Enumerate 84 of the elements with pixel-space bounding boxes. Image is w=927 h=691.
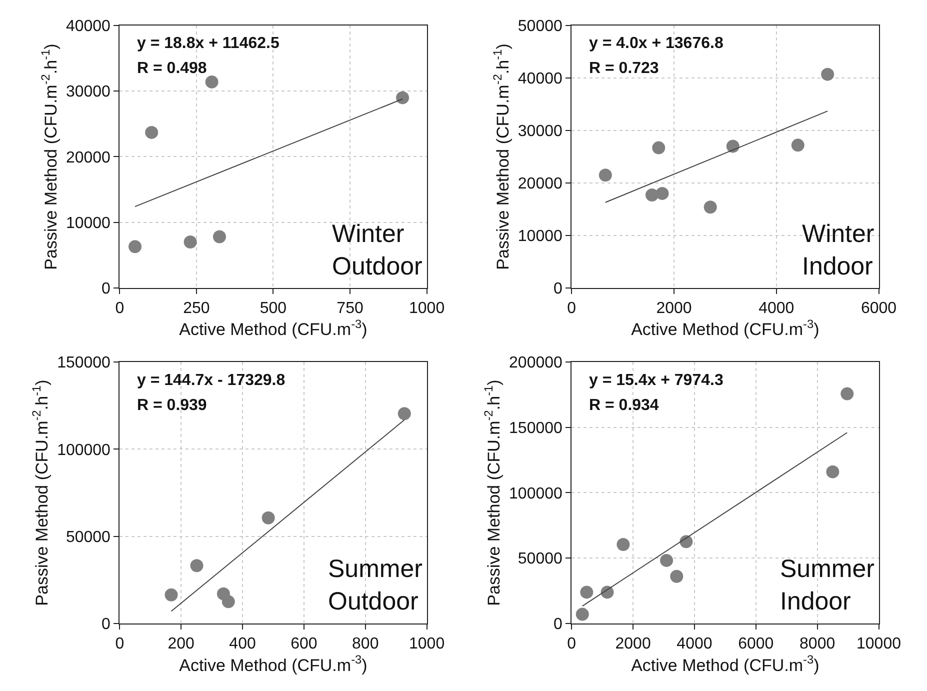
point bbox=[670, 570, 684, 583]
point bbox=[821, 68, 834, 81]
y-tick-label: 30000 bbox=[518, 123, 563, 140]
point bbox=[205, 75, 218, 88]
point bbox=[826, 465, 840, 478]
x-tick-label: 400 bbox=[229, 636, 256, 653]
point bbox=[791, 138, 804, 152]
x-tick-label: 0 bbox=[567, 300, 576, 318]
annotation: R = 0.723 bbox=[589, 60, 659, 77]
point bbox=[580, 586, 594, 599]
annotation: Summer Indoor bbox=[780, 555, 874, 616]
annotation: Winter Indoor bbox=[802, 220, 874, 280]
x-axis-title: Active Method (CFU.m$^{-3}$) bbox=[631, 317, 820, 340]
annotation: y = 15.4x + 7974.3 bbox=[589, 372, 724, 389]
x-tick-label: 200 bbox=[168, 636, 195, 653]
x-tick-label: 6000 bbox=[738, 636, 774, 653]
point bbox=[164, 588, 178, 602]
x-axis-title: Active Method (CFU.m$^{-3}$) bbox=[631, 652, 820, 675]
point bbox=[398, 407, 411, 420]
y-tick-label: 100000 bbox=[57, 442, 111, 459]
point bbox=[184, 236, 197, 248]
annotation: y = 4.0x + 13676.8 bbox=[589, 35, 724, 52]
point bbox=[616, 538, 630, 551]
x-tick-label: 0 bbox=[115, 300, 124, 318]
point bbox=[704, 200, 717, 214]
y-tick-label: 50000 bbox=[518, 550, 563, 568]
y-tick-label: 50000 bbox=[518, 18, 563, 36]
point bbox=[576, 608, 589, 621]
x-tick-label: 250 bbox=[183, 300, 210, 318]
x-tick-label: 10000 bbox=[856, 636, 902, 653]
point bbox=[212, 230, 226, 244]
x-tick-label: 2000 bbox=[656, 300, 692, 318]
point bbox=[680, 535, 693, 548]
x-tick-label: 500 bbox=[260, 300, 287, 318]
y-tick-label: 20000 bbox=[518, 176, 563, 193]
annotation: Summer Outdoor bbox=[328, 555, 422, 616]
x-tick-label: 600 bbox=[290, 636, 318, 653]
annotation: y = 18.8x + 11462.5 bbox=[137, 35, 280, 52]
point bbox=[660, 554, 674, 567]
y-tick-label: 30000 bbox=[66, 84, 111, 101]
point bbox=[598, 168, 612, 182]
x-tick-label: 6000 bbox=[860, 300, 897, 318]
point bbox=[652, 141, 666, 154]
y-tick-label: 10000 bbox=[518, 228, 563, 246]
x-axis-title: Active Method (CFU.m$^{-3}$) bbox=[179, 652, 368, 675]
y-tick-label: 100000 bbox=[509, 485, 563, 502]
y-tick-label: 10000 bbox=[66, 214, 111, 232]
x-tick-label: 4000 bbox=[758, 300, 794, 318]
x-axis-title: Active Method (CFU.m$^{-3}$) bbox=[179, 317, 368, 340]
point bbox=[396, 91, 410, 104]
y-tick-label: 20000 bbox=[66, 149, 111, 166]
point bbox=[600, 586, 614, 599]
y-tick-label: 0 bbox=[554, 616, 563, 634]
y-tick-label: 200000 bbox=[509, 354, 563, 372]
point bbox=[262, 511, 275, 524]
y-tick-label: 150000 bbox=[57, 354, 111, 372]
point bbox=[222, 595, 235, 608]
point bbox=[840, 387, 854, 400]
annotation: R = 0.934 bbox=[589, 397, 659, 414]
x-tick-label: 0 bbox=[115, 636, 124, 653]
y-tick-label: 150000 bbox=[509, 420, 563, 437]
y-tick-label: 0 bbox=[554, 280, 563, 298]
point bbox=[656, 186, 669, 200]
x-tick-label: 8000 bbox=[800, 636, 836, 653]
y-tick-label: 0 bbox=[102, 280, 111, 298]
x-tick-label: 750 bbox=[336, 300, 364, 318]
point bbox=[190, 559, 204, 572]
y-tick-label: 50000 bbox=[66, 528, 111, 546]
y-tick-label: 0 bbox=[102, 616, 111, 634]
y-tick-label: 40000 bbox=[518, 70, 563, 88]
annotation: y = 144.7x - 17329.8 bbox=[137, 372, 286, 389]
x-tick-label: 800 bbox=[352, 636, 379, 653]
x-tick-label: 4000 bbox=[676, 636, 712, 653]
x-tick-label: 0 bbox=[567, 636, 576, 653]
x-tick-label: 1000 bbox=[409, 300, 445, 318]
x-tick-label: 2000 bbox=[615, 636, 651, 653]
y-tick-label: 40000 bbox=[66, 18, 111, 36]
point bbox=[145, 126, 158, 139]
annotation: R = 0.939 bbox=[137, 397, 207, 414]
point bbox=[726, 140, 740, 153]
annotation: Winter Outdoor bbox=[332, 220, 422, 280]
annotation: R = 0.498 bbox=[137, 60, 207, 77]
x-tick-label: 1000 bbox=[409, 636, 445, 653]
point bbox=[128, 240, 142, 254]
